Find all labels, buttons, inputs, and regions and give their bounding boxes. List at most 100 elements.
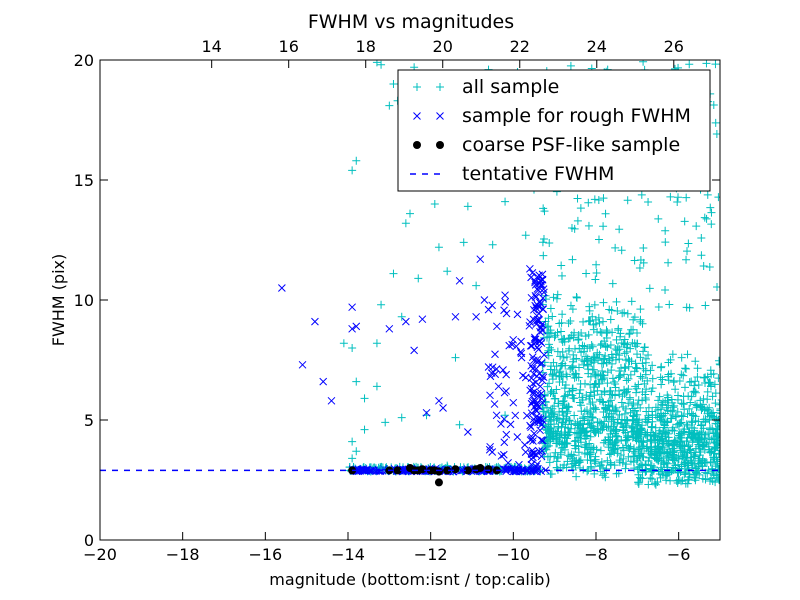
all-sample-point bbox=[621, 364, 630, 373]
rough-sample-point bbox=[455, 276, 464, 285]
all-sample-point bbox=[580, 342, 589, 351]
all-sample-point bbox=[641, 370, 650, 379]
all-sample-point bbox=[709, 100, 718, 109]
all-sample-point bbox=[678, 448, 687, 457]
all-sample-point bbox=[552, 294, 561, 303]
all-sample-point bbox=[586, 432, 595, 441]
all-sample-point bbox=[632, 384, 641, 393]
all-sample-point bbox=[669, 403, 678, 412]
all-sample-point bbox=[669, 378, 678, 387]
all-sample-point bbox=[712, 414, 720, 423]
rough-sample-point bbox=[348, 303, 356, 312]
all-sample-point bbox=[617, 246, 626, 255]
rough-sample-point bbox=[435, 396, 443, 405]
all-sample-point bbox=[591, 275, 600, 284]
all-sample-point bbox=[591, 455, 600, 464]
all-sample-point bbox=[579, 465, 588, 474]
all-sample-point bbox=[565, 334, 574, 343]
rough-sample-point bbox=[486, 391, 494, 400]
all-sample-point bbox=[606, 340, 615, 349]
rough-sample-point bbox=[512, 467, 520, 476]
all-sample-point bbox=[720, 382, 728, 390]
legend-swatch-0 bbox=[436, 83, 444, 91]
all-sample-point bbox=[694, 442, 703, 451]
all-sample-point bbox=[658, 467, 667, 476]
all-sample-point bbox=[570, 411, 579, 420]
all-sample-point bbox=[662, 428, 671, 437]
rough-sample-point bbox=[529, 388, 538, 397]
all-sample-point bbox=[707, 370, 716, 379]
all-sample-point bbox=[636, 353, 645, 362]
all-sample-point bbox=[613, 346, 622, 355]
all-sample-point bbox=[599, 222, 608, 231]
rough-sample-point bbox=[508, 340, 516, 349]
all-sample-point bbox=[611, 441, 620, 450]
all-sample-point bbox=[521, 231, 530, 240]
all-sample-point bbox=[665, 300, 674, 309]
series-1 bbox=[278, 255, 542, 436]
all-sample-point bbox=[717, 464, 720, 466]
all-sample-point bbox=[693, 429, 702, 438]
all-sample-point bbox=[711, 443, 720, 452]
all-sample-point bbox=[697, 251, 706, 260]
all-sample-point bbox=[659, 439, 668, 448]
y-tick-label: 5 bbox=[84, 411, 94, 430]
all-sample-point bbox=[682, 364, 691, 373]
all-sample-point bbox=[626, 370, 635, 379]
psf-sample-point bbox=[476, 464, 485, 472]
all-sample-point bbox=[709, 469, 718, 478]
rough-sample-point bbox=[490, 400, 499, 408]
all-sample-point bbox=[668, 423, 677, 432]
all-sample-point bbox=[723, 386, 731, 394]
all-sample-point bbox=[583, 456, 592, 465]
all-sample-point bbox=[620, 349, 629, 358]
all-sample-point bbox=[692, 222, 701, 231]
all-sample-point bbox=[592, 269, 601, 278]
all-sample-point bbox=[600, 373, 609, 382]
all-sample-point bbox=[693, 401, 702, 410]
all-sample-point bbox=[544, 340, 553, 349]
all-sample-point bbox=[572, 429, 581, 438]
all-sample-point bbox=[575, 463, 584, 472]
all-sample-point bbox=[717, 399, 720, 401]
all-sample-point bbox=[642, 354, 651, 363]
all-sample-point bbox=[547, 362, 556, 371]
all-sample-point bbox=[655, 433, 664, 442]
all-sample-point bbox=[699, 262, 708, 271]
all-sample-point bbox=[685, 428, 694, 437]
all-sample-point bbox=[602, 464, 611, 473]
all-sample-point bbox=[547, 387, 556, 396]
all-sample-point bbox=[716, 404, 720, 413]
all-sample-point bbox=[595, 350, 604, 359]
rough-sample-point bbox=[520, 441, 529, 449]
all-sample-point bbox=[553, 347, 562, 356]
all-sample-point bbox=[690, 452, 699, 461]
all-sample-point bbox=[584, 330, 593, 339]
all-sample-point bbox=[562, 438, 571, 447]
all-sample-point bbox=[348, 344, 357, 352]
all-sample-point bbox=[553, 290, 562, 299]
all-sample-point bbox=[689, 387, 698, 396]
all-sample-point bbox=[705, 378, 714, 387]
all-sample-point bbox=[557, 261, 566, 270]
all-sample-point bbox=[557, 318, 566, 327]
all-sample-point bbox=[575, 389, 584, 398]
rough-sample-point bbox=[507, 464, 516, 473]
all-sample-point bbox=[625, 330, 634, 339]
all-sample-point bbox=[563, 431, 572, 440]
all-sample-point bbox=[551, 331, 560, 340]
legend-swatch-0 bbox=[413, 83, 421, 91]
all-sample-point bbox=[714, 356, 720, 365]
all-sample-point bbox=[601, 342, 610, 351]
all-sample-point bbox=[613, 432, 622, 441]
all-sample-point bbox=[564, 451, 573, 460]
all-sample-point bbox=[677, 418, 686, 427]
all-sample-point bbox=[717, 440, 720, 442]
all-sample-point bbox=[684, 476, 693, 485]
all-sample-point bbox=[559, 396, 568, 405]
all-sample-point bbox=[722, 445, 730, 453]
all-sample-point bbox=[594, 356, 603, 365]
all-sample-point bbox=[579, 423, 588, 432]
all-sample-point bbox=[577, 348, 586, 357]
all-sample-point bbox=[591, 370, 600, 379]
